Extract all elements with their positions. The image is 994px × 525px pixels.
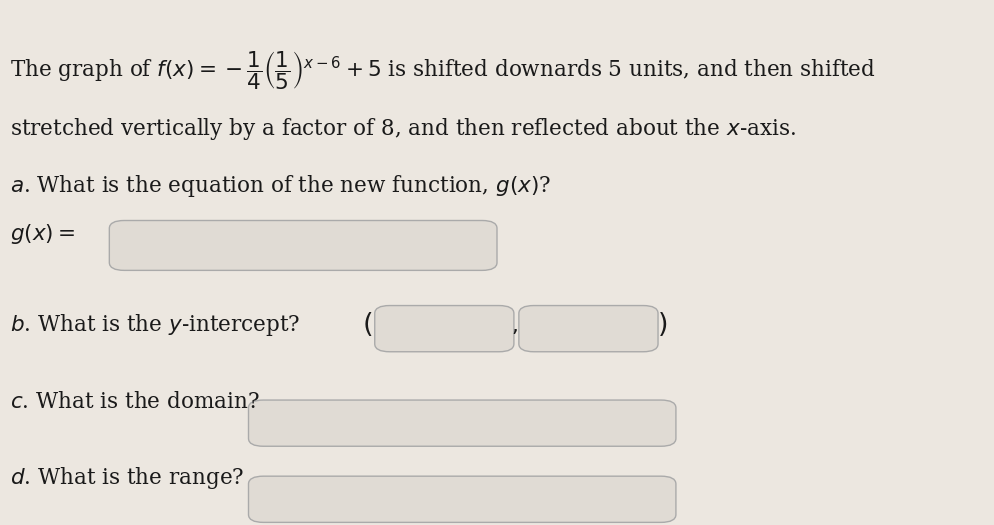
- FancyBboxPatch shape: [109, 220, 497, 270]
- Text: $b$. What is the $y$-intercept?: $b$. What is the $y$-intercept?: [10, 312, 300, 339]
- FancyBboxPatch shape: [248, 400, 676, 446]
- FancyBboxPatch shape: [519, 306, 658, 352]
- Text: $d$. What is the range?: $d$. What is the range?: [10, 465, 245, 491]
- Text: ,: ,: [512, 316, 518, 335]
- Text: ): ): [658, 312, 669, 339]
- Text: $c$. What is the domain?: $c$. What is the domain?: [10, 391, 259, 413]
- Text: $a$. What is the equation of the new function, $g\left(x\right)$?: $a$. What is the equation of the new fun…: [10, 173, 551, 200]
- Text: (: (: [363, 312, 374, 339]
- Text: $g\left(x\right)=$: $g\left(x\right)=$: [10, 222, 75, 246]
- FancyBboxPatch shape: [248, 476, 676, 522]
- FancyBboxPatch shape: [375, 306, 514, 352]
- Text: The graph of $f\left(x\right)=-\dfrac{1}{4}\left(\dfrac{1}{5}\right)^{x-6}+5$ is: The graph of $f\left(x\right)=-\dfrac{1}…: [10, 49, 876, 92]
- Text: stretched vertically by a factor of 8, and then reflected about the $x$-axis.: stretched vertically by a factor of 8, a…: [10, 116, 796, 142]
